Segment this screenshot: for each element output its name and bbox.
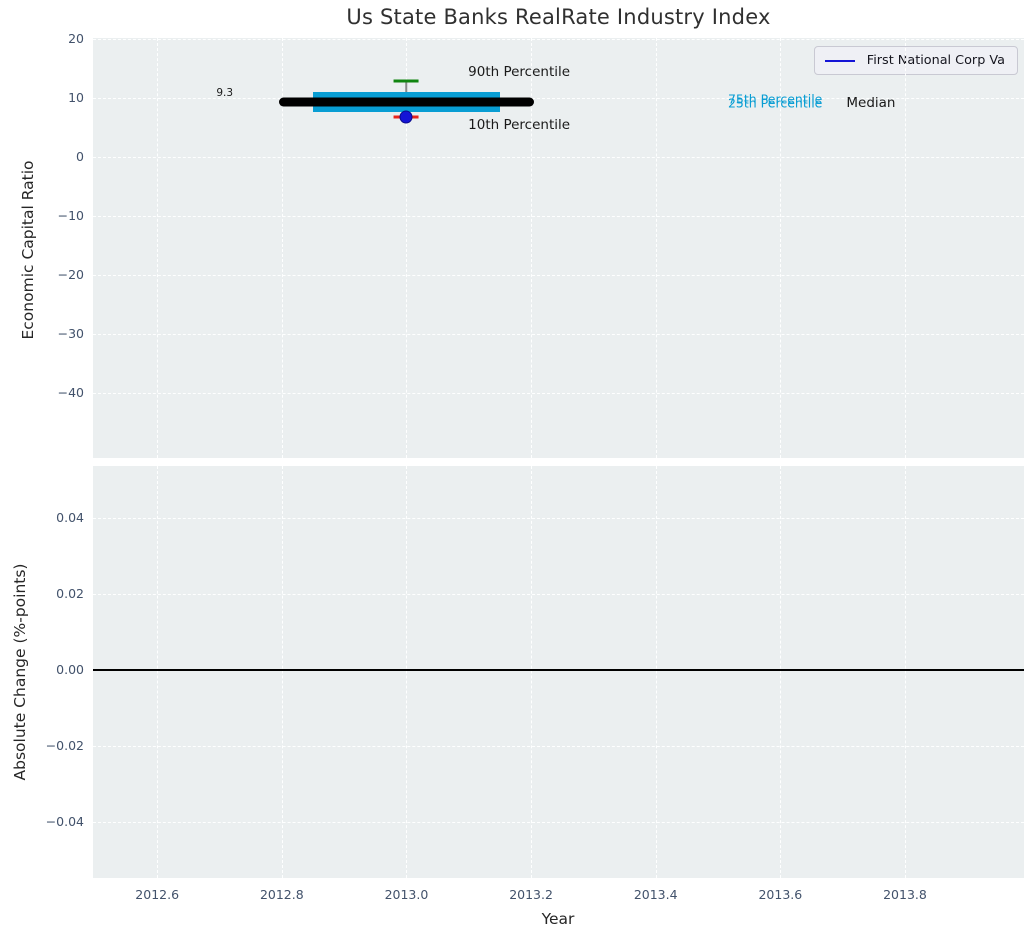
y-tick-label: −10 <box>57 208 84 224</box>
gridline-vertical <box>655 38 657 458</box>
gridline-horizontal <box>93 594 1024 596</box>
median-value-label: 9.3 <box>216 86 234 99</box>
y-tick-label: 0.00 <box>56 662 84 678</box>
y-tick-label: −0.02 <box>45 738 84 754</box>
legend: First National Corp Va <box>813 46 1018 75</box>
gridline-horizontal <box>93 393 1024 395</box>
gridline-vertical <box>531 466 533 878</box>
p25-label: 25th Percentile <box>727 95 823 111</box>
gridline-vertical <box>157 466 159 878</box>
company-data-point <box>399 110 413 124</box>
median-label: Median <box>846 94 896 111</box>
gridline-vertical <box>281 38 283 458</box>
gridline-vertical <box>904 38 906 458</box>
gridline-vertical <box>780 466 782 878</box>
x-tick-label: 2013.6 <box>758 887 803 902</box>
y-tick-label: −20 <box>57 267 84 283</box>
gridline-vertical <box>406 466 408 878</box>
gridline-horizontal <box>93 518 1024 520</box>
p90-cap <box>393 79 419 83</box>
y-tick-label: 0.04 <box>56 510 84 526</box>
gridline-horizontal <box>93 157 1024 159</box>
top-plot-area: First National Corp Va 9.3 90th Percentil… <box>93 38 1024 458</box>
x-tick-label: 2012.6 <box>135 887 180 902</box>
y-tick-label: −30 <box>57 326 84 342</box>
gridline-vertical <box>904 466 906 878</box>
y-tick-label: 20 <box>68 31 84 47</box>
y-axis-label-top: Economic Capital Ratio <box>19 160 37 340</box>
y-tick-label: −0.04 <box>45 814 84 830</box>
legend-line-sample <box>824 59 855 62</box>
median-line <box>278 97 535 107</box>
y-tick-label: −40 <box>57 385 84 401</box>
p10-label: 10th Percentile <box>468 117 571 134</box>
x-tick-label: 2012.8 <box>259 887 304 902</box>
gridline-vertical <box>780 38 782 458</box>
bottom-plot-area <box>93 466 1024 878</box>
p90-label: 90th Percentile <box>468 64 571 81</box>
gridline-vertical <box>281 466 283 878</box>
gridline-vertical <box>531 38 533 458</box>
y-tick-label: 0.02 <box>56 586 84 602</box>
gridline-vertical <box>157 38 159 458</box>
zero-line <box>93 669 1024 672</box>
gridline-horizontal <box>93 98 1024 100</box>
gridline-horizontal <box>93 746 1024 748</box>
y-tick-label: 0 <box>76 149 84 165</box>
y-tick-label: 10 <box>68 90 84 106</box>
x-tick-label: 2013.0 <box>384 887 429 902</box>
legend-label: First National Corp Va <box>866 53 1005 68</box>
gridline-horizontal <box>93 275 1024 277</box>
p75-label: 75th Percentile <box>727 91 823 107</box>
x-tick-label: 2013.4 <box>633 887 678 902</box>
chart-title: Us State Banks RealRate Industry Index <box>346 5 771 29</box>
gridline-horizontal <box>93 822 1024 824</box>
x-tick-label: 2013.2 <box>509 887 553 902</box>
gridline-vertical <box>655 466 657 878</box>
gridline-horizontal <box>93 334 1024 336</box>
gridline-horizontal <box>93 39 1024 41</box>
gridline-horizontal <box>93 216 1024 218</box>
x-tick-label: 2013.8 <box>883 887 927 902</box>
gridline-vertical <box>406 38 408 458</box>
x-axis-label: Year <box>541 910 575 928</box>
